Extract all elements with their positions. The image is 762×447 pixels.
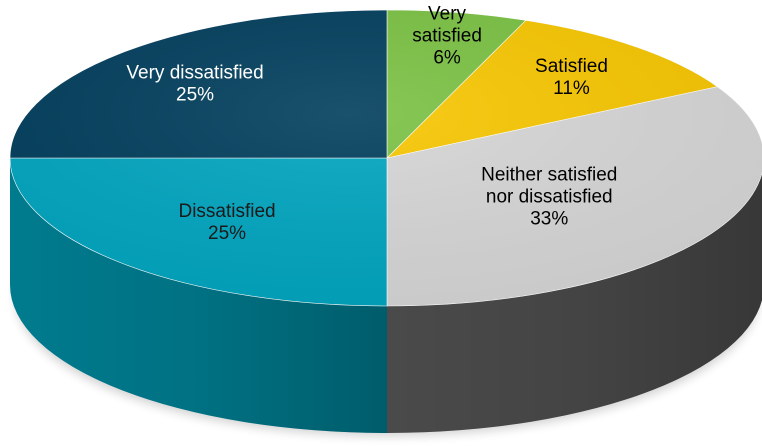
- pie-slice-label-0: Very satisfied 6%: [412, 3, 482, 68]
- pie-slice-name: nor dissatisfied: [486, 187, 613, 208]
- pie-slice-percent: 25%: [176, 85, 214, 106]
- pie-slice-percent: 25%: [208, 223, 246, 244]
- pie-slice-name: satisfied: [412, 25, 482, 46]
- pie-tops: [9, 9, 762, 307]
- pie-slice-name: Very: [428, 3, 467, 24]
- pie-slice-label-1: Satisfied 11%: [535, 56, 608, 99]
- pie-labels: Very satisfied 6% Satisfied 11% Neither satis…: [126, 3, 617, 243]
- pie-slice-name: Neither satisfied: [481, 165, 617, 186]
- pie-slice-name: Dissatisfied: [178, 201, 275, 222]
- pie-slice-label-4: Very dissatisfied 25%: [126, 63, 263, 106]
- pie-slice-label-2: Neither satisfied nor dissatisfied 33%: [481, 165, 617, 230]
- pie-slice-percent: 6%: [433, 47, 461, 68]
- pie-slice-percent: 11%: [553, 78, 590, 99]
- pie-slice-name: Very dissatisfied: [126, 63, 263, 84]
- pie-slice-percent: 33%: [530, 209, 568, 230]
- pie-slice-name: Satisfied: [535, 56, 608, 77]
- pie-slice-label-3: Dissatisfied 25%: [178, 201, 275, 244]
